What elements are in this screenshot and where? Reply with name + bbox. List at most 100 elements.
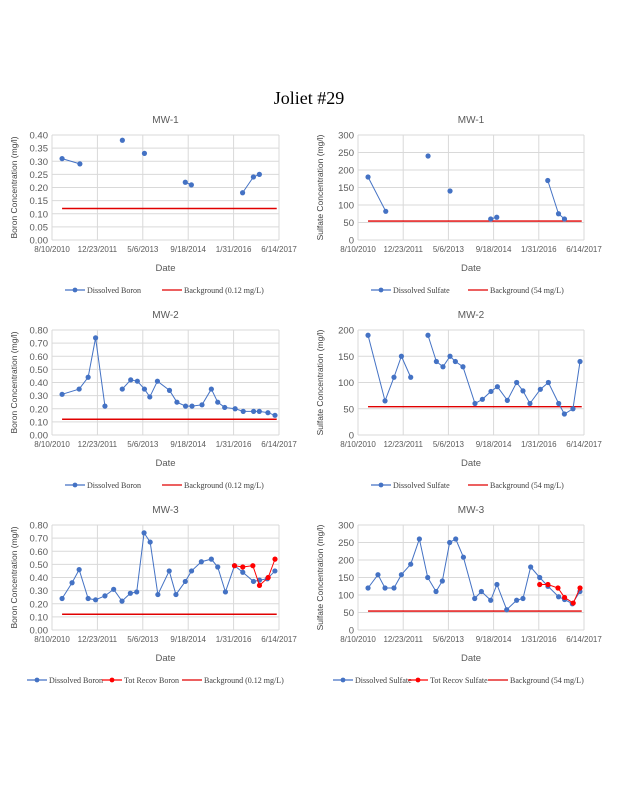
legend-item: Tot Recov Boron — [102, 676, 179, 685]
data-point — [398, 353, 404, 359]
series-line — [367, 335, 412, 403]
data-point — [182, 179, 188, 185]
legend: Dissolved Sulfate Background (54 mg/L) — [371, 286, 564, 295]
x-tick-label: 6/14/2017 — [566, 245, 602, 254]
legend-label: Dissolved Sulfate — [355, 676, 412, 685]
series-tot-recov-sulfate — [537, 581, 583, 606]
data-point — [425, 332, 431, 338]
y-tick-label: 0.50 — [30, 560, 49, 571]
data-point — [76, 567, 82, 573]
x-tick-label: 5/6/2013 — [433, 440, 465, 449]
data-point — [488, 216, 494, 222]
data-point — [365, 174, 371, 180]
data-point — [256, 171, 262, 177]
data-point — [447, 188, 453, 194]
legend-item: Dissolved Sulfate — [371, 286, 450, 295]
series-line — [61, 158, 81, 165]
legend-label: Background (54 mg/L) — [490, 481, 564, 490]
y-axis-label: Sulfate Concentration (mg/l) — [315, 524, 325, 630]
x-axis-label: Date — [155, 263, 175, 274]
legend-item: Dissolved Sulfate — [371, 481, 450, 490]
x-axis-label: Date — [461, 458, 481, 469]
legend-label: Tot Recov Boron — [124, 676, 179, 685]
data-point — [59, 156, 65, 162]
data-point — [173, 591, 179, 598]
y-tick-label: 0.10 — [30, 417, 49, 428]
data-point — [460, 364, 466, 370]
chart-title: MW-3 — [152, 505, 179, 516]
data-point — [59, 391, 65, 397]
legend-marker — [415, 677, 421, 683]
data-point — [537, 581, 543, 588]
data-point — [520, 388, 526, 394]
x-tick-label: 12/23/2011 — [383, 245, 423, 254]
x-tick-label: 12/23/2011 — [78, 440, 118, 449]
y-axis-label: Sulfate Concentration (mg/l) — [315, 329, 325, 435]
legend-item: Background (54 mg/L) — [488, 676, 584, 685]
x-tick-label: 5/6/2013 — [433, 245, 465, 254]
legend-label: Background (0.12 mg/L) — [184, 286, 264, 295]
y-tick-label: 150 — [338, 573, 354, 584]
y-tick-label: 0 — [349, 236, 354, 247]
legend-marker — [72, 482, 78, 488]
data-point — [433, 358, 439, 365]
chart-mw3-sulfate: MW-3 0 50 100 150 200 250 300 8/10/2010 12/23/201… — [315, 505, 602, 685]
legend: Dissolved Sulfate Background (54 mg/L) — [371, 481, 564, 490]
y-tick-label: 0.00 — [30, 431, 49, 442]
x-tick-label: 9/18/2014 — [170, 245, 206, 254]
y-tick-label: 50 — [343, 608, 354, 619]
data-point — [141, 386, 148, 392]
data-point — [520, 595, 526, 602]
legend-marker — [34, 677, 40, 683]
data-point — [119, 137, 125, 143]
legend: Dissolved Sulfate Tot Recov Sulfate Backgr… — [333, 676, 584, 685]
x-tick-label: 6/14/2017 — [261, 635, 297, 644]
data-point — [382, 398, 388, 404]
legend-item: Tot Recov Sulfate — [408, 676, 488, 685]
data-point — [272, 556, 278, 562]
x-tick-label: 5/6/2013 — [127, 635, 159, 644]
y-tick-label: 300 — [338, 521, 354, 532]
legend-marker — [72, 287, 78, 293]
data-point — [452, 358, 458, 365]
data-point — [537, 574, 543, 581]
y-tick-label: 250 — [338, 538, 354, 549]
data-point — [391, 585, 397, 591]
data-point — [408, 561, 414, 567]
y-tick-label: 200 — [338, 166, 354, 177]
y-tick-label: 0.25 — [30, 170, 49, 181]
y-tick-label: 0.40 — [30, 573, 49, 584]
y-tick-label: 0.80 — [30, 326, 49, 337]
data-point — [272, 412, 278, 418]
y-tick-label: 100 — [338, 201, 354, 212]
y-tick-label: 0 — [349, 431, 354, 442]
x-tick-label: 8/10/2010 — [34, 440, 70, 449]
data-point — [240, 408, 246, 414]
x-tick-label: 5/6/2013 — [127, 245, 159, 254]
data-point — [77, 161, 83, 167]
x-tick-label: 8/10/2010 — [340, 635, 376, 644]
data-point — [119, 386, 125, 392]
data-point — [141, 530, 147, 536]
data-point — [570, 406, 576, 412]
data-point — [85, 595, 91, 602]
y-tick-label: 0.10 — [30, 209, 49, 220]
x-tick-label: 9/18/2014 — [170, 440, 206, 449]
legend-marker — [378, 287, 384, 293]
data-point — [250, 563, 256, 569]
data-point — [256, 408, 262, 414]
x-tick-label: 12/23/2011 — [78, 245, 118, 254]
x-tick-label: 8/10/2010 — [340, 245, 376, 254]
legend-label: Dissolved Boron — [49, 676, 103, 685]
y-tick-label: 0.05 — [30, 222, 49, 233]
y-tick-label: 0.40 — [30, 131, 49, 142]
x-tick-label: 1/31/2016 — [521, 440, 557, 449]
data-point — [265, 410, 271, 416]
data-point — [433, 588, 439, 595]
legend-marker — [109, 677, 115, 683]
data-point — [102, 403, 108, 409]
data-point — [215, 399, 221, 405]
legend-marker — [340, 677, 346, 683]
data-point — [472, 400, 478, 407]
data-point — [494, 581, 500, 588]
